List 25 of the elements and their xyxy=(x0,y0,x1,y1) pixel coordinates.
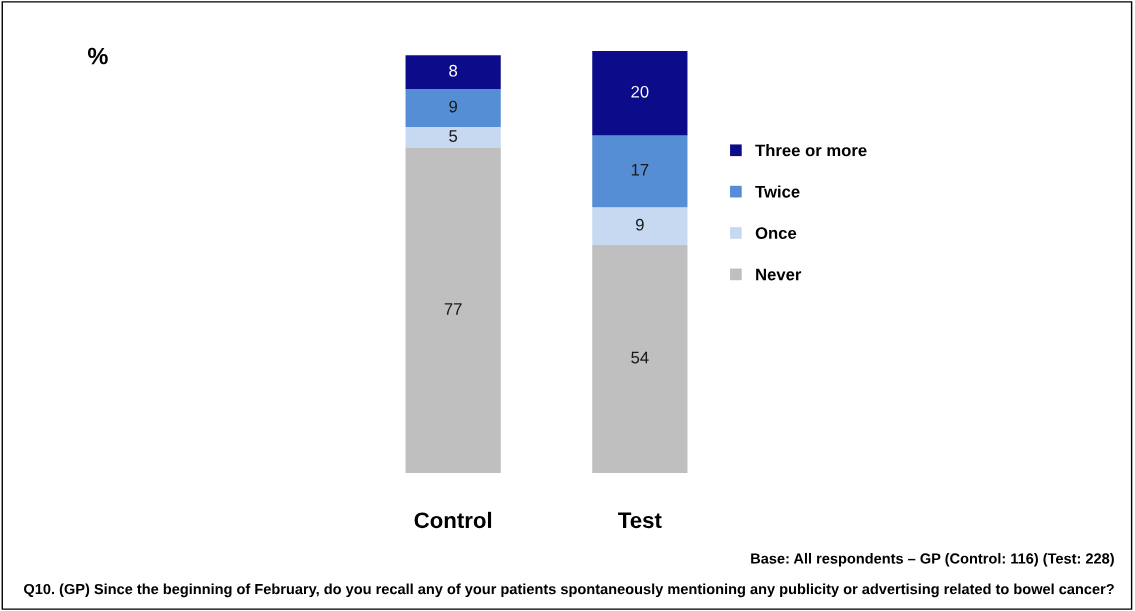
bar xyxy=(405,55,501,89)
bar xyxy=(592,135,688,208)
data-label: 54 xyxy=(631,351,649,364)
x-tick-label: Test xyxy=(618,512,662,529)
legend-label: Three or more xyxy=(755,144,867,157)
data-label: 17 xyxy=(631,164,649,176)
legend-label: Twice xyxy=(755,185,800,198)
data-label: 9 xyxy=(449,100,457,113)
text: Base: All respondents – GP (Control: 116) (Test: 228) xyxy=(751,552,1114,567)
bar xyxy=(592,51,688,136)
text: % xyxy=(87,47,108,65)
text: Q10. (GP) Since the beginning of February, do you recall any of your patients spontaneously mentioning any publicity or advertising related to bowel cancer? xyxy=(24,583,1114,598)
data-label: 5 xyxy=(449,130,458,142)
data-label: 9 xyxy=(636,218,644,231)
bar xyxy=(592,245,688,473)
bar xyxy=(405,148,501,473)
legend-label: Once xyxy=(755,227,797,240)
x-tick-label: Control xyxy=(414,511,492,529)
bar xyxy=(405,89,501,127)
legend-label: Never xyxy=(756,268,802,281)
data-label: 77 xyxy=(444,303,462,315)
data-label: 20 xyxy=(631,85,649,98)
bar xyxy=(592,207,688,246)
data-label: 8 xyxy=(449,64,458,77)
bar xyxy=(405,126,501,149)
